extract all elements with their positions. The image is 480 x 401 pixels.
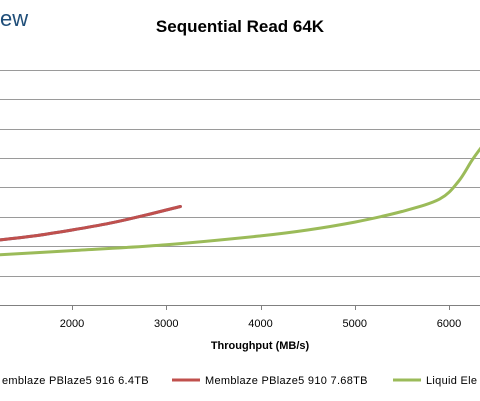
series-line-3 <box>0 146 480 257</box>
legend-label-3: Liquid Ele <box>426 375 477 387</box>
series-line-2 <box>0 205 182 242</box>
legend-label-2: Memblaze PBlaze5 910 7.68TB <box>205 375 368 387</box>
legend-label-1: emblaze PBlaze5 916 6.4TB <box>2 375 149 387</box>
x-tick-label: 2000 <box>60 318 84 330</box>
x-tick-label: 4000 <box>248 318 272 330</box>
gridlines <box>0 70 480 277</box>
x-tick-label: 6000 <box>437 318 461 330</box>
series-lines <box>0 146 480 257</box>
legend: emblaze PBlaze5 916 6.4TB Memblaze PBlaze… <box>2 375 477 387</box>
x-tick-label: 3000 <box>154 318 178 330</box>
series-line-1 <box>0 205 182 242</box>
x-axis-title: Throughput (MB/s) <box>211 340 310 352</box>
chart-title: Sequential Read 64K <box>156 17 325 36</box>
x-tick-labels: 2000 3000 4000 5000 6000 <box>60 305 461 330</box>
logo-text: ew <box>0 6 28 31</box>
x-tick-label: 5000 <box>343 318 367 330</box>
